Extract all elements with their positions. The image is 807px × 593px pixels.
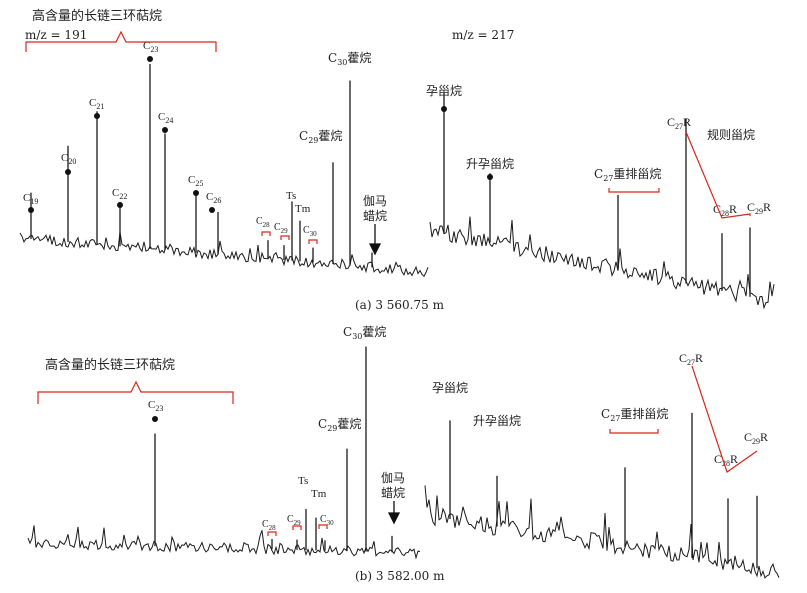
chromatogram-trace-a-mz217: [429, 216, 775, 310]
gammacerane-label-b: 伽马: [381, 470, 405, 485]
panel-b-caption: (b) 3 582.00 m: [355, 569, 445, 583]
c29-hopane-label-b: C29藿烷: [318, 417, 361, 433]
homopregnane-label-b: 升孕甾烷: [473, 414, 521, 428]
peak-label-c29-b: C29: [287, 514, 301, 527]
panel-b-mz191: 高含量的长链三环萜烷 C23 C28 C29 C30 Ts Tm C30藿烷 C…: [27, 325, 421, 560]
tricyclic-bracket-a: [25, 30, 217, 52]
pregnane-label-a: 孕甾烷: [426, 84, 462, 98]
peak-label-c28r-a: C28R: [713, 202, 737, 218]
regular-sterane-label-a: 规则甾烷: [707, 127, 755, 142]
peak-markers-a-mz191: [28, 56, 215, 213]
peak-label-ts-b: Ts: [298, 475, 308, 487]
tricyclic-bracket-label-a: 高含量的长链三环萜烷: [32, 8, 162, 24]
peak-marker-c21: [94, 113, 100, 119]
hopane-labels-a: C30藿烷 C29藿烷 伽马 蜡烷: [299, 51, 387, 256]
homopregnane-label-a: 升孕甾烷: [466, 157, 514, 171]
chromatogram-trace-b-mz217: [424, 485, 780, 579]
peak-label-c29r-b: C29R: [744, 430, 768, 446]
regular-sterane-connector-a: [685, 131, 751, 219]
peak-label-tm: Tm: [295, 203, 311, 215]
peak-marker-c26: [209, 207, 215, 213]
panel-a-mz217: m/z = 217 孕甾烷 升孕甾烷 C27重排甾烷 C27R C28R C29…: [426, 28, 775, 310]
peak-label-c30: C30: [303, 225, 317, 238]
panel-a-caption: (a) 3 560.75 m: [355, 298, 445, 312]
mz191-label-a: m/z = 191: [25, 28, 87, 42]
peak-marker-c22: [117, 202, 123, 208]
peak-label-tm-b: Tm: [311, 488, 327, 500]
peak-label-c27r-b: C27R: [679, 351, 703, 367]
pregnane-label-b: 孕甾烷: [432, 381, 468, 395]
diasterane-bracket-a: [608, 188, 660, 193]
epimer-brackets-b: [267, 524, 328, 536]
arrow-icon-gammacerane-b: [387, 501, 401, 525]
peak-marker-c19: [28, 207, 34, 213]
peak-label-c24: C24: [158, 111, 173, 125]
tricyclic-bracket-b: [37, 380, 234, 404]
peak-label-c25: C25: [188, 174, 203, 188]
arrow-icon-gammacerane-a: [368, 224, 382, 256]
diasterane-label-a: C27重排甾烷: [594, 167, 661, 183]
peak-label-c22: C22: [112, 187, 127, 201]
peak-label-c27r-a: C27R: [667, 115, 691, 131]
peak-labels-a-mz191: C19 C20 C21 C22 C23 C24 C25 C26 C28 C29 …: [23, 40, 318, 244]
chromatogram-trace-b-mz191: [27, 525, 421, 560]
peak-label-c20: C20: [61, 152, 76, 166]
peak-label-c21: C21: [89, 97, 104, 111]
peak-label-c28: C28: [256, 216, 270, 229]
peak-label-ts: Ts: [286, 190, 296, 202]
mz217-label-a: m/z = 217: [452, 28, 514, 42]
c29-hopane-label-a: C29藿烷: [299, 129, 342, 145]
panel-b-mz217: 孕甾烷 升孕甾烷 C27重排甾烷 C27R C28R C29R: [424, 351, 780, 579]
chromatogram-trace-a-mz191: [19, 231, 429, 278]
peak-marker-c25: [193, 190, 199, 196]
gammacerane-label-a: 伽马: [363, 193, 387, 208]
peak-marker-homopregnane-a: [487, 174, 493, 180]
peak-label-c28r-b: C28R: [714, 452, 738, 468]
gammacerane-label-a-line2: 蜡烷: [363, 209, 387, 223]
diasterane-bracket-b: [609, 429, 659, 434]
c30-hopane-label-a: C30藿烷: [328, 51, 371, 67]
peak-marker-pregnane-a: [441, 106, 447, 112]
peak-label-c23-b: C23: [148, 399, 163, 413]
regular-sterane-connector-b: [691, 365, 758, 473]
c30-hopane-label-b: C30藿烷: [343, 325, 386, 341]
panel-a-mz191: m/z = 191 高含量的长链三环萜烷 C19 C20 C21 C22 C23…: [19, 8, 429, 278]
tricyclic-bracket-label-b: 高含量的长链三环萜烷: [45, 357, 175, 373]
epimer-brackets-a: [261, 231, 318, 244]
peak-marker-c23: [147, 56, 153, 62]
peak-marker-c23-b: [152, 416, 158, 422]
peak-label-c28-b: C28: [262, 519, 276, 532]
peak-marker-c20: [65, 169, 71, 175]
peak-label-c26: C26: [206, 191, 221, 205]
peak-label-c29r-a: C29R: [747, 200, 771, 216]
gammacerane-label-b-line2: 蜡烷: [381, 486, 405, 500]
diasterane-label-b: C27重排甾烷: [601, 407, 668, 423]
peak-label-c29: C29: [274, 222, 288, 235]
peak-marker-c24: [162, 127, 168, 133]
